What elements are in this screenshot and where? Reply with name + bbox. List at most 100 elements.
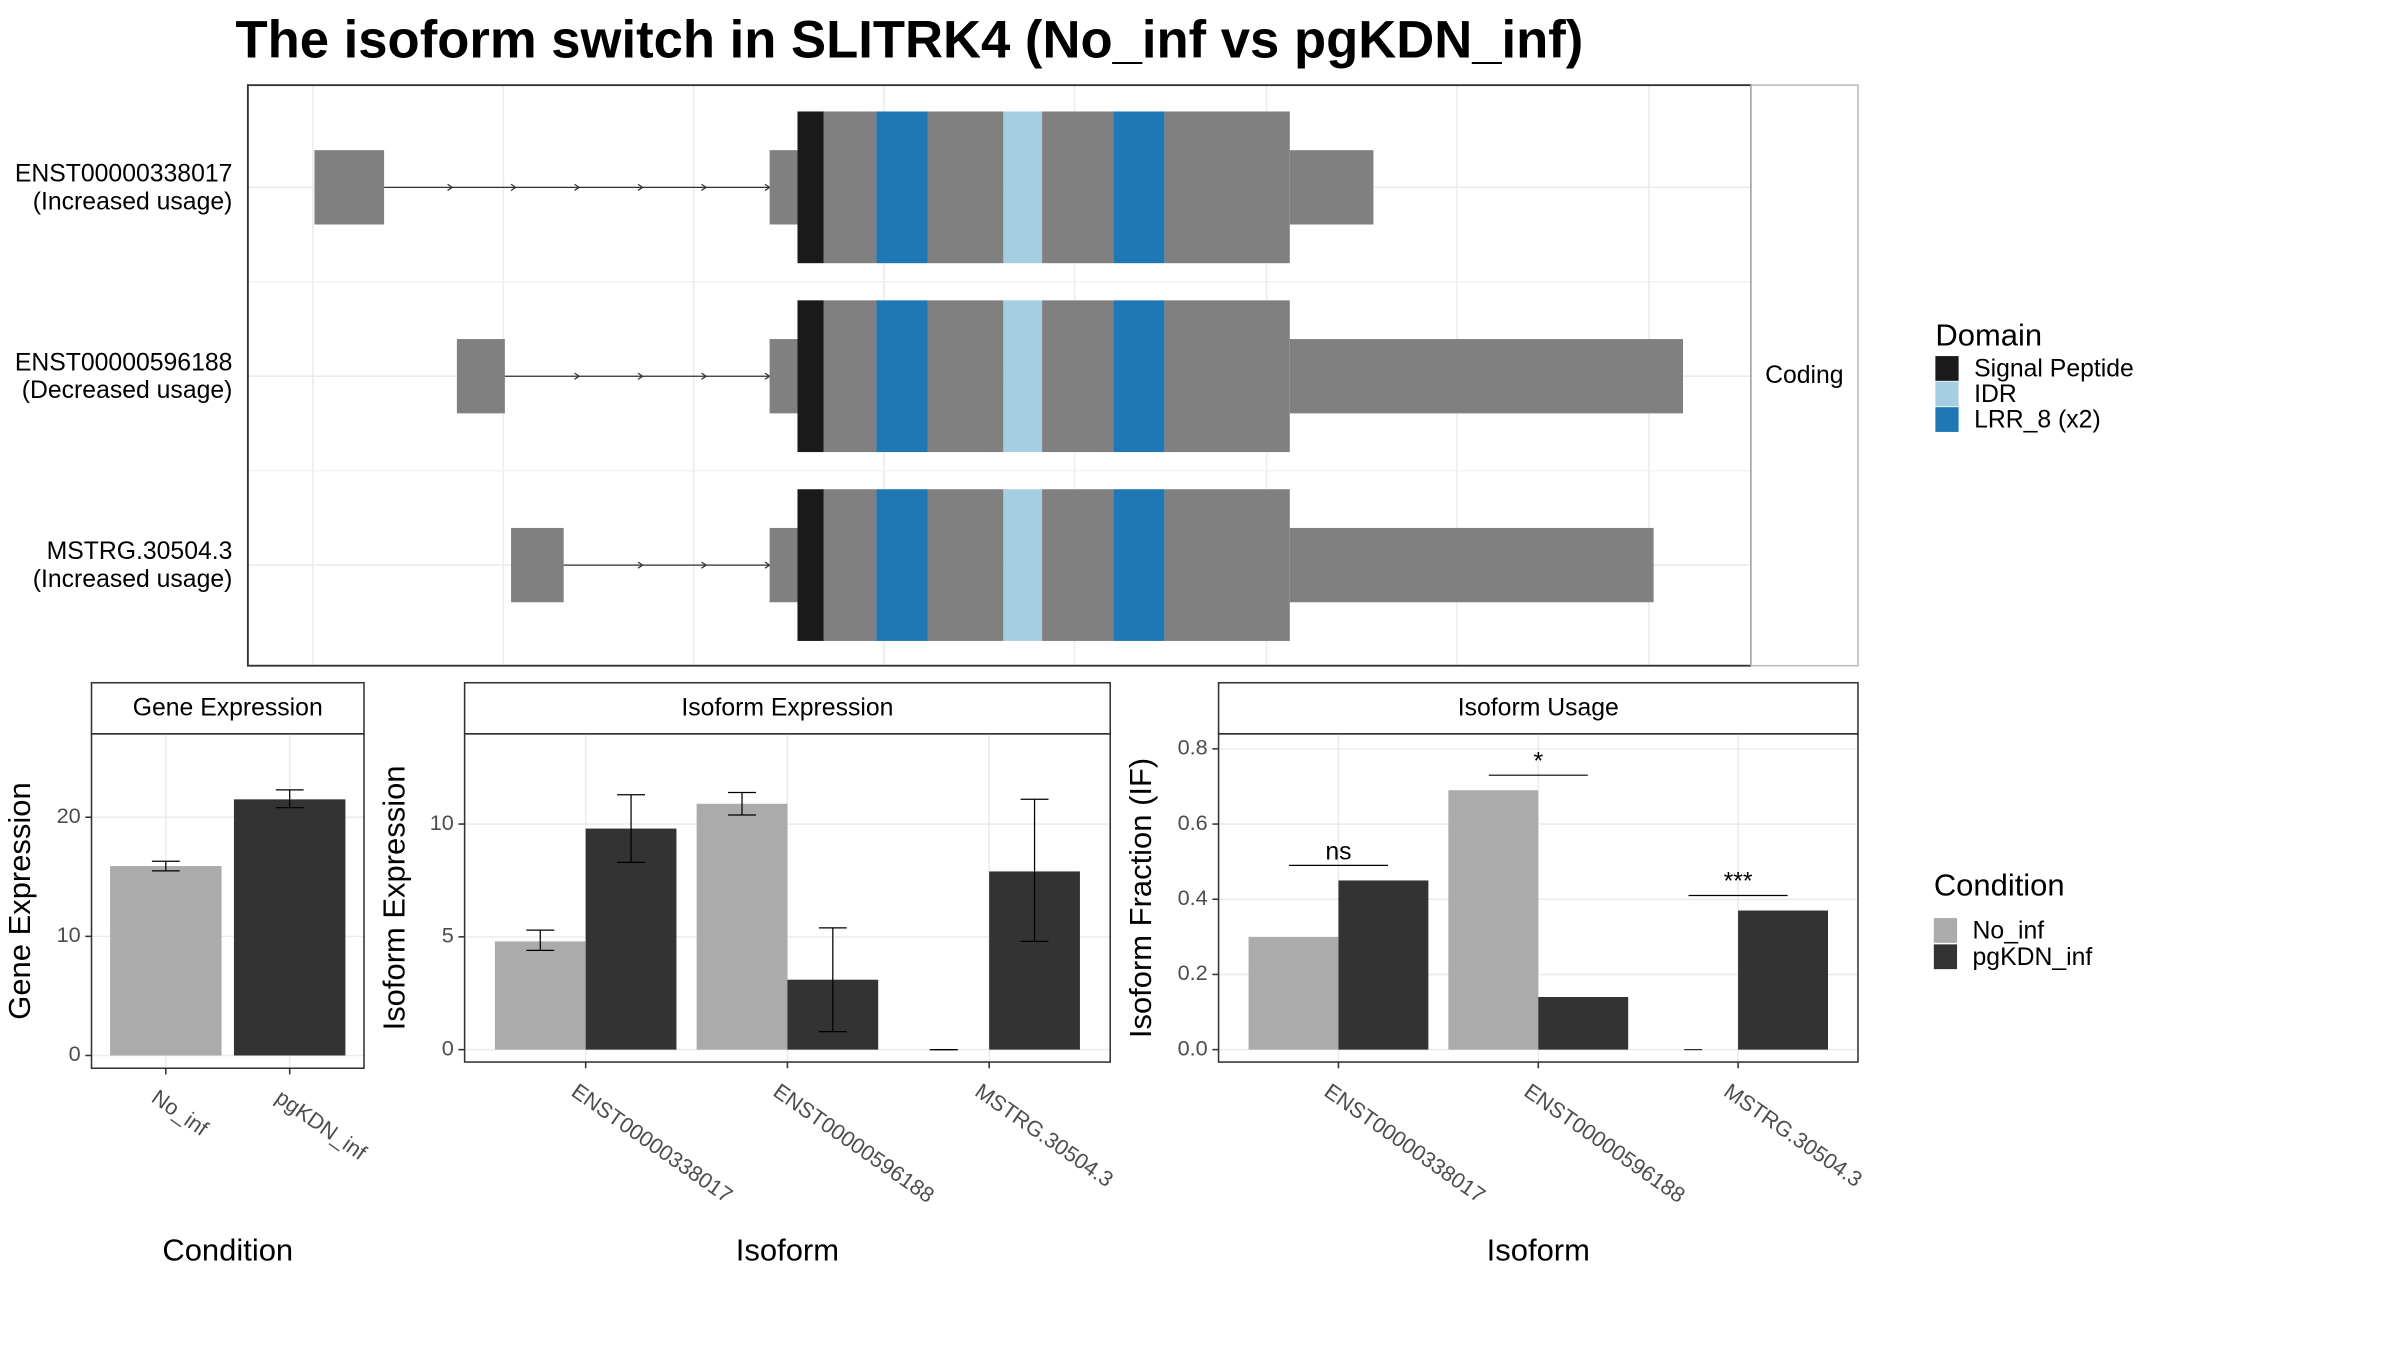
strip-label: Isoform Usage — [1458, 695, 1619, 722]
intron-arrow — [701, 183, 708, 191]
exon — [823, 489, 877, 641]
exon — [769, 150, 798, 225]
exon — [769, 527, 798, 603]
strip — [463, 681, 1111, 735]
legend-label: pgKDN_inf — [1973, 944, 2093, 971]
y-tick-label: 10 — [57, 922, 81, 947]
exon — [511, 527, 564, 603]
y-axis-title: Isoform Fraction (IF) — [1123, 758, 1158, 1038]
significance-label: ns — [1325, 839, 1351, 866]
legend-title: Condition — [1934, 867, 2065, 902]
bar — [110, 866, 222, 1056]
bar — [585, 828, 677, 1050]
significance-label: * — [1533, 748, 1543, 775]
strip — [1750, 84, 1859, 667]
strip-label: Coding — [1765, 362, 1843, 389]
exon — [456, 339, 505, 414]
y-tick-label: 0.4 — [1178, 885, 1208, 910]
transcript-id: ENST00000338017 — [15, 160, 233, 187]
y-tick-label: 0 — [442, 1035, 454, 1060]
bar — [233, 799, 346, 1056]
intron-arrow — [637, 372, 644, 380]
exon — [1289, 150, 1374, 225]
x-axis-title: Condition — [162, 1233, 293, 1268]
bar — [1338, 880, 1429, 1050]
exon — [1042, 111, 1114, 264]
y-tick-label: 0.0 — [1178, 1035, 1208, 1060]
panel-border — [90, 733, 365, 1070]
y-tick-label: 20 — [57, 803, 81, 828]
exon — [1164, 111, 1290, 264]
exon — [1164, 489, 1290, 641]
legend-key — [1935, 381, 1959, 407]
exon — [769, 339, 798, 414]
intron-arrow — [701, 372, 708, 380]
error-bar — [728, 791, 756, 816]
legend-label: Signal Peptide — [1974, 356, 2134, 383]
bar — [1538, 997, 1629, 1050]
error-bar — [151, 860, 180, 872]
legend-key — [1935, 356, 1959, 381]
error-bar — [1020, 798, 1049, 942]
y-tick-label: 5 — [442, 923, 454, 948]
strip-label: Isoform Expression — [681, 695, 893, 722]
intron-arrow — [447, 183, 454, 191]
strip — [90, 681, 365, 735]
domain — [1113, 111, 1165, 264]
transcript-usage: (Increased usage) — [33, 188, 233, 215]
exon — [1289, 339, 1684, 414]
y-tick-label: 0.2 — [1178, 960, 1208, 985]
exon — [1042, 300, 1114, 453]
bar — [1738, 910, 1828, 1050]
strip — [1217, 681, 1859, 735]
legend-key — [1933, 944, 1958, 970]
bar — [494, 941, 586, 1050]
title: The isoform switch in SLITRK4 (No_inf vs… — [235, 10, 1583, 69]
domain — [797, 111, 824, 264]
domain — [1003, 111, 1043, 264]
intron-arrow — [510, 183, 517, 191]
transcript-usage: (Decreased usage) — [22, 377, 233, 404]
domain — [797, 300, 824, 453]
domain — [1003, 300, 1043, 453]
bar — [1248, 936, 1339, 1050]
x-axis-title: Isoform — [1487, 1233, 1590, 1268]
strip-label: Gene Expression — [133, 695, 323, 722]
intron-arrow — [574, 372, 581, 380]
exon — [927, 111, 1004, 264]
y-tick-label: 0.6 — [1178, 810, 1208, 835]
y-tick-label: 0.8 — [1178, 735, 1208, 760]
exon — [1042, 489, 1114, 641]
legend-key — [1933, 918, 1958, 943]
panel-border — [1217, 733, 1859, 1063]
x-axis-title: Isoform — [736, 1233, 839, 1268]
exon — [823, 111, 877, 264]
error-bar — [818, 927, 847, 1033]
error-bar — [526, 929, 555, 952]
exon — [823, 300, 877, 453]
domain — [797, 489, 824, 641]
exon — [1164, 300, 1290, 453]
transcript-id: MSTRG.30504.3 — [47, 538, 233, 565]
exon — [927, 300, 1004, 453]
legend-key — [1935, 407, 1959, 432]
significance-label: *** — [1724, 869, 1753, 896]
domain — [1113, 489, 1165, 641]
intron-arrow — [701, 561, 708, 569]
bar — [696, 803, 788, 1050]
exon — [927, 489, 1004, 641]
y-tick-label: 10 — [430, 810, 454, 835]
y-tick-label: 0 — [69, 1041, 81, 1066]
y-axis-title: Isoform Expression — [377, 765, 412, 1030]
panel-border — [463, 733, 1111, 1063]
domain — [876, 300, 928, 453]
intron-arrow — [637, 183, 644, 191]
bar — [1448, 790, 1539, 1050]
error-bar — [275, 789, 304, 809]
legend-label: IDR — [1974, 381, 2017, 408]
domain — [876, 489, 928, 641]
domain — [1003, 489, 1043, 641]
y-axis-title: Gene Expression — [2, 782, 37, 1019]
intron-arrow — [637, 561, 644, 569]
